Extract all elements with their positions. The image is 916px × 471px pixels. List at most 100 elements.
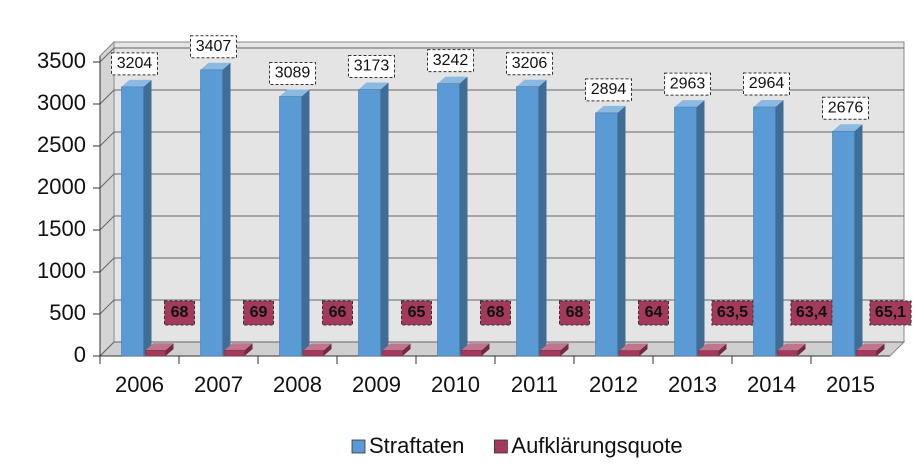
value-label-box <box>480 300 511 326</box>
bar <box>303 350 324 357</box>
y-tick-label: 1500 <box>37 216 86 241</box>
bar-side <box>481 343 490 356</box>
value-label: 3242 <box>433 52 469 69</box>
value-label-box <box>822 96 869 120</box>
side-wall <box>99 40 115 358</box>
legend-swatch <box>493 439 508 454</box>
value-label-box <box>427 49 474 73</box>
bar-side <box>639 343 648 356</box>
bar-side <box>222 62 231 356</box>
value-label: 65 <box>408 304 426 321</box>
bar-top <box>832 124 863 132</box>
value-label-box <box>711 300 754 326</box>
value-label: 68 <box>487 304 505 321</box>
value-label: 66 <box>329 304 347 321</box>
y-tick-label: 0 <box>74 342 86 367</box>
y-tick-label: 3500 <box>37 48 86 73</box>
bar-side <box>165 343 174 356</box>
value-label: 3206 <box>512 55 548 72</box>
bar-side <box>323 343 332 356</box>
bar <box>121 86 144 357</box>
x-tick-label: 2015 <box>826 372 875 397</box>
value-label-box <box>269 62 316 86</box>
x-tick-label: 2014 <box>747 372 796 397</box>
value-label: 63,5 <box>717 304 748 321</box>
value-label: 65,1 <box>875 304 906 321</box>
grid-line <box>99 47 904 63</box>
x-tick-label: 2008 <box>273 372 322 397</box>
value-label-box <box>790 300 833 326</box>
bar <box>382 350 403 357</box>
bar-top <box>121 79 152 87</box>
bar-top <box>224 343 253 351</box>
bar <box>516 86 539 357</box>
bar <box>832 130 855 357</box>
x-tick-label: 2013 <box>668 372 717 397</box>
bar-top <box>461 343 490 351</box>
value-label-box <box>506 52 553 76</box>
value-label-box <box>559 300 590 326</box>
bar-side <box>718 343 727 356</box>
bar-side <box>459 76 468 356</box>
bar-side <box>876 343 885 356</box>
y-tick-label: 3000 <box>37 90 86 115</box>
bar <box>856 350 877 357</box>
y-tick-label: 2500 <box>37 132 86 157</box>
value-label-box <box>348 54 395 78</box>
bar-side <box>380 82 389 356</box>
bar-top <box>145 343 174 351</box>
value-label: 2963 <box>670 75 706 92</box>
bar-side <box>143 79 152 356</box>
bar <box>753 106 776 357</box>
value-label: 64 <box>645 304 663 321</box>
x-tick-label: 2007 <box>194 372 243 397</box>
bar-top <box>516 79 547 87</box>
bar-top <box>753 100 784 108</box>
bar-top <box>303 343 332 351</box>
value-label: 68 <box>566 304 584 321</box>
grid-line <box>99 341 904 357</box>
bar-top <box>595 105 626 113</box>
grid-line <box>99 131 904 147</box>
bar-side <box>244 343 253 356</box>
bar-top <box>382 343 411 351</box>
value-label: 3089 <box>275 65 311 82</box>
y-tick-label: 1000 <box>37 258 86 283</box>
legend-swatch <box>351 439 366 454</box>
x-tick-label: 2012 <box>589 372 638 397</box>
y-tick-label: 2000 <box>37 174 86 199</box>
grid-line <box>99 89 904 105</box>
x-tick-label: 2009 <box>352 372 401 397</box>
bar <box>674 106 697 357</box>
bar-side <box>696 100 705 356</box>
bar <box>200 69 223 357</box>
bar-top <box>279 89 310 97</box>
bar-top <box>698 343 727 351</box>
value-label-box <box>190 35 237 59</box>
value-label-box <box>243 300 274 326</box>
legend-label: Aufklärungsquote <box>511 433 682 458</box>
value-label: 3407 <box>196 38 232 55</box>
value-label-box <box>664 72 711 96</box>
bar-side <box>797 343 806 356</box>
bar <box>698 350 719 357</box>
bar <box>619 350 640 357</box>
bar-top <box>200 62 231 70</box>
grid-line <box>99 299 904 315</box>
value-label-box <box>111 52 158 76</box>
value-label: 2676 <box>828 99 864 116</box>
bar <box>145 349 166 357</box>
bar <box>437 83 460 357</box>
bar-top <box>540 343 569 351</box>
grid-line <box>99 215 904 231</box>
value-label-box <box>585 78 632 102</box>
bar-top <box>777 343 806 351</box>
legend-label: Straftaten <box>369 433 464 458</box>
value-label: 2964 <box>749 75 785 92</box>
value-label-box <box>322 300 353 326</box>
value-label: 2894 <box>591 81 627 98</box>
bar <box>540 349 561 357</box>
bar-side <box>775 100 784 356</box>
bar <box>461 349 482 357</box>
bar-top <box>358 82 389 90</box>
